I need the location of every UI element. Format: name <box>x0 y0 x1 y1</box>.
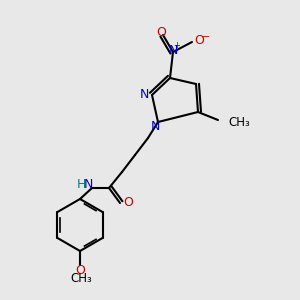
Text: N: N <box>150 119 160 133</box>
Text: CH₃: CH₃ <box>228 116 250 128</box>
Text: +: + <box>174 40 180 50</box>
Text: O: O <box>123 196 133 209</box>
Text: N: N <box>168 44 178 56</box>
Text: O: O <box>194 34 204 46</box>
Text: O: O <box>75 263 85 277</box>
Text: CH₃: CH₃ <box>70 272 92 286</box>
Text: −: − <box>202 32 210 42</box>
Text: N: N <box>139 88 149 101</box>
Text: N: N <box>83 178 93 190</box>
Text: H: H <box>76 178 86 190</box>
Text: O: O <box>156 26 166 40</box>
